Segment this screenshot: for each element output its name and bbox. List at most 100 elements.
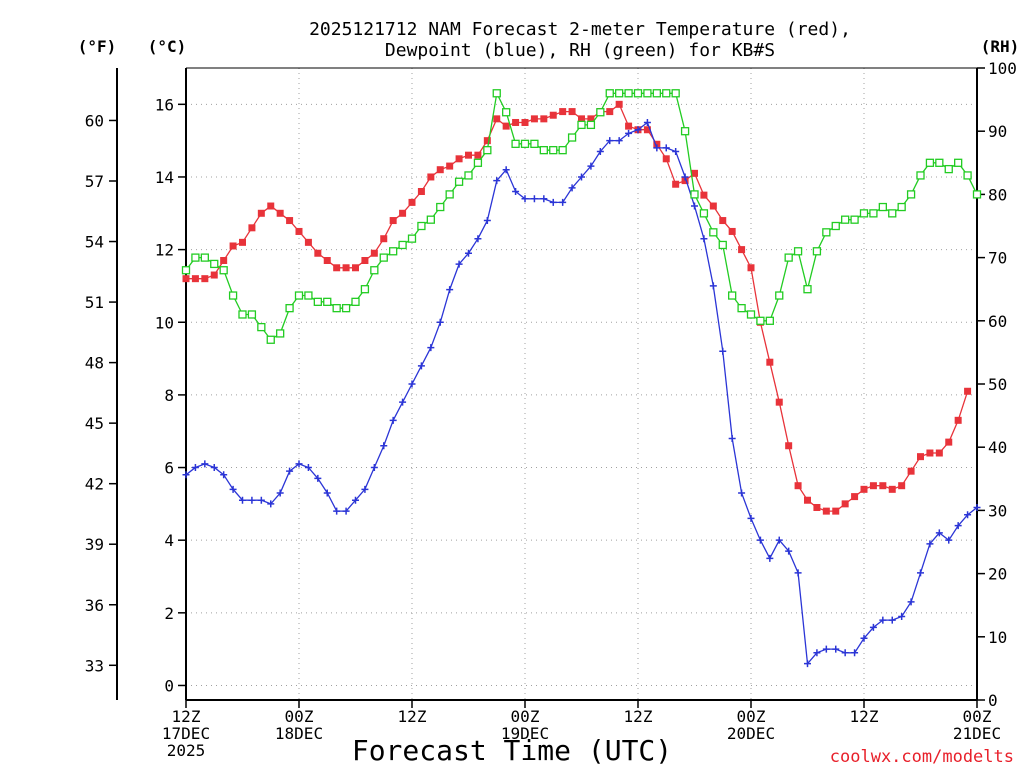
dewpoint-point bbox=[342, 507, 350, 515]
rh-point bbox=[454, 177, 464, 186]
dewpoint-point bbox=[455, 260, 463, 268]
dewpoint-point bbox=[248, 496, 256, 504]
chart-title-line-1: 2025121712 NAM Forecast 2-meter Temperat… bbox=[309, 19, 851, 40]
dewpoint-point bbox=[653, 144, 661, 152]
x-tick-label: 19DEC bbox=[501, 724, 549, 743]
dewpoint-point bbox=[719, 347, 727, 355]
rh-tick-label: 100 bbox=[988, 59, 1017, 78]
rh-point bbox=[276, 329, 285, 338]
rh-point bbox=[972, 190, 982, 199]
dewpoint-point bbox=[201, 460, 209, 468]
rh-point bbox=[473, 158, 483, 167]
dewpoint-point bbox=[361, 485, 369, 493]
gridlines bbox=[185, 68, 978, 700]
dewpoint-point bbox=[954, 522, 962, 530]
rh-point bbox=[200, 253, 209, 262]
temperature-point bbox=[370, 249, 378, 257]
dewpoint-point bbox=[436, 318, 444, 326]
rh-point bbox=[266, 335, 275, 344]
rh-point bbox=[765, 316, 774, 325]
dewpoint-point bbox=[935, 529, 943, 537]
rh-point bbox=[784, 253, 793, 262]
temperature-point bbox=[794, 482, 802, 490]
rh-point bbox=[841, 215, 850, 224]
rh-point bbox=[935, 158, 944, 167]
rh-point bbox=[304, 291, 313, 300]
dewpoint-point bbox=[493, 177, 501, 185]
temperature-point bbox=[681, 177, 689, 185]
x-tick-label: 12Z bbox=[850, 707, 879, 726]
rh-point bbox=[803, 285, 812, 294]
temperature-point bbox=[738, 246, 746, 254]
temperature-point bbox=[747, 264, 755, 272]
rh-point bbox=[558, 146, 567, 155]
dewpoint-point bbox=[352, 496, 359, 504]
rh-tick-label: 60 bbox=[988, 312, 1007, 331]
dewpoint-point bbox=[540, 195, 548, 203]
rh-point bbox=[323, 297, 332, 306]
temperature-point bbox=[775, 398, 783, 406]
temperature-point bbox=[766, 358, 774, 366]
rh-point bbox=[351, 297, 360, 306]
celsius-tick-label: 10 bbox=[155, 313, 174, 332]
dewpoint-point bbox=[785, 547, 793, 555]
temperature-point bbox=[917, 453, 924, 461]
dewpoint-point bbox=[408, 380, 416, 388]
dewpoint-point bbox=[964, 511, 972, 519]
dewpoint-point bbox=[888, 616, 896, 624]
rh-point bbox=[341, 304, 351, 313]
x-tick-label: 00Z bbox=[963, 707, 992, 726]
rh-point bbox=[916, 171, 925, 180]
x-tick-label: 12Z bbox=[624, 707, 653, 726]
rh-point bbox=[775, 291, 784, 300]
dewpoint-point bbox=[643, 118, 651, 126]
dewpoint-point bbox=[370, 464, 378, 472]
celsius-axis-unit: (°C) bbox=[148, 37, 187, 56]
rh-tick-label: 70 bbox=[988, 249, 1007, 268]
rh-point bbox=[398, 240, 407, 250]
dewpoint-point bbox=[323, 489, 331, 497]
temperature-point bbox=[483, 137, 491, 145]
temperature-point bbox=[898, 482, 906, 490]
temperature-point bbox=[323, 257, 331, 265]
dewpoint-point bbox=[832, 645, 840, 653]
rh-point bbox=[502, 108, 511, 117]
temperature-point bbox=[691, 169, 698, 177]
rh-point bbox=[690, 190, 699, 199]
x-tick-label: 00Z bbox=[511, 707, 540, 726]
rh-point bbox=[944, 164, 953, 174]
temperature-point bbox=[182, 275, 190, 283]
dewpoint-point bbox=[775, 536, 783, 544]
dewpoint-point bbox=[860, 634, 868, 642]
rh-point bbox=[210, 259, 219, 269]
temperature-point bbox=[549, 111, 557, 119]
temperature-point bbox=[615, 100, 623, 108]
fahrenheit-tick-label: 51 bbox=[85, 293, 104, 312]
temperature-point bbox=[191, 275, 199, 283]
rh-point bbox=[662, 89, 671, 98]
chart-title-line-2: Dewpoint (blue), RH (green) for KB#S bbox=[385, 40, 775, 61]
rh-point bbox=[831, 221, 840, 231]
dewpoint-point bbox=[804, 660, 811, 668]
rh-point bbox=[530, 139, 539, 148]
celsius-tick-label: 0 bbox=[164, 676, 174, 695]
rh-point bbox=[954, 158, 963, 167]
temperature-point bbox=[832, 507, 840, 515]
temperature-point bbox=[785, 442, 793, 450]
credit-link[interactable]: coolwx.com/modelts bbox=[830, 747, 1014, 767]
rh-point bbox=[238, 310, 247, 319]
rh-point bbox=[596, 108, 605, 117]
dewpoint-point bbox=[220, 471, 228, 479]
rh-point bbox=[869, 209, 878, 218]
rh-tick-label: 80 bbox=[988, 185, 1007, 204]
rh-point bbox=[549, 146, 558, 155]
rh-point bbox=[332, 304, 341, 313]
rh-point bbox=[483, 146, 492, 155]
dewpoint-point bbox=[257, 496, 265, 504]
temperature-point bbox=[709, 202, 717, 210]
dewpoint-point bbox=[606, 137, 614, 145]
rh-point bbox=[737, 304, 746, 313]
rh-point bbox=[294, 291, 304, 300]
temperature-point bbox=[493, 115, 501, 123]
